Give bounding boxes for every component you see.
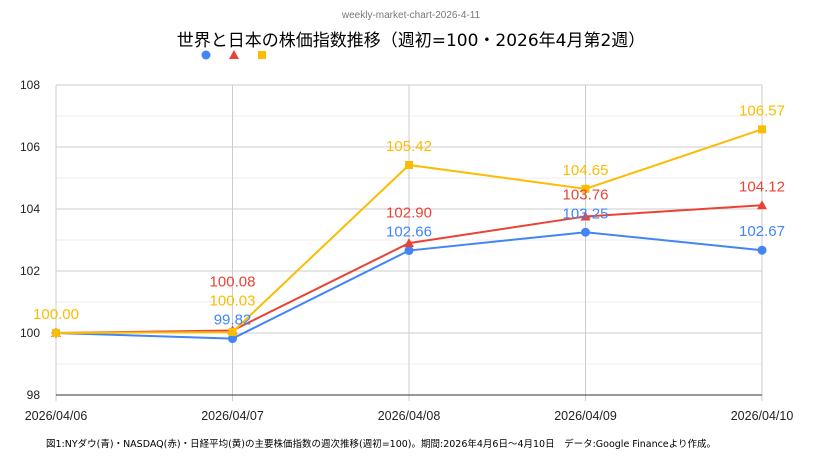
data-point [405,160,413,169]
x-tick-label: 2026/04/10 [731,409,794,423]
y-tick-label: 106 [20,140,40,154]
data-label: 102.67 [739,223,785,240]
data-label: 102.66 [386,224,432,241]
data-label: 104.65 [563,162,609,179]
data-point [404,246,414,256]
legend-marker-0 [201,50,211,60]
chart-subtitle: weekly-market-chart-2026-4-11 [341,10,481,21]
data-point [228,328,237,337]
data-point [757,200,767,210]
data-point [757,245,767,255]
figure-caption: 図1:NYダウ(青)・NASDAQ(赤)・日経平均(黄)の主要株価指数の週次推移… [46,439,716,450]
legend-marker-2 [258,51,266,59]
x-tick-label: 2026/04/07 [201,409,264,423]
data-label: 104.12 [739,178,785,195]
data-label: 103.76 [563,186,609,203]
data-point [758,125,766,134]
data-point [228,334,237,344]
data-label: 100.03 [210,293,256,310]
data-label: 106.57 [739,102,785,119]
data-label: 100.00 [33,306,79,323]
x-tick-label: 2026/04/08 [378,409,441,423]
y-tick-label: 98 [27,388,41,402]
y-tick-label: 108 [20,78,40,92]
data-label: 102.90 [386,205,432,222]
chart-title: 世界と日本の株価指数推移（週初=100・2026年4月第2週） [176,31,646,51]
data-point [581,227,590,237]
data-label: 99.82 [214,312,252,329]
data-point [404,238,414,248]
y-tick-label: 100 [20,326,40,340]
y-tick-label: 104 [20,202,40,216]
data-point [52,329,60,337]
data-label: 100.08 [210,274,256,291]
x-tick-label: 2026/04/06 [25,409,88,423]
data-point [581,184,590,193]
x-tick-label: 2026/04/09 [554,409,617,423]
data-point [580,211,591,221]
legend-marker-1 [229,50,239,59]
data-label: 103.25 [563,205,609,222]
data-label: 105.42 [386,138,432,155]
y-tick-label: 102 [20,264,40,278]
